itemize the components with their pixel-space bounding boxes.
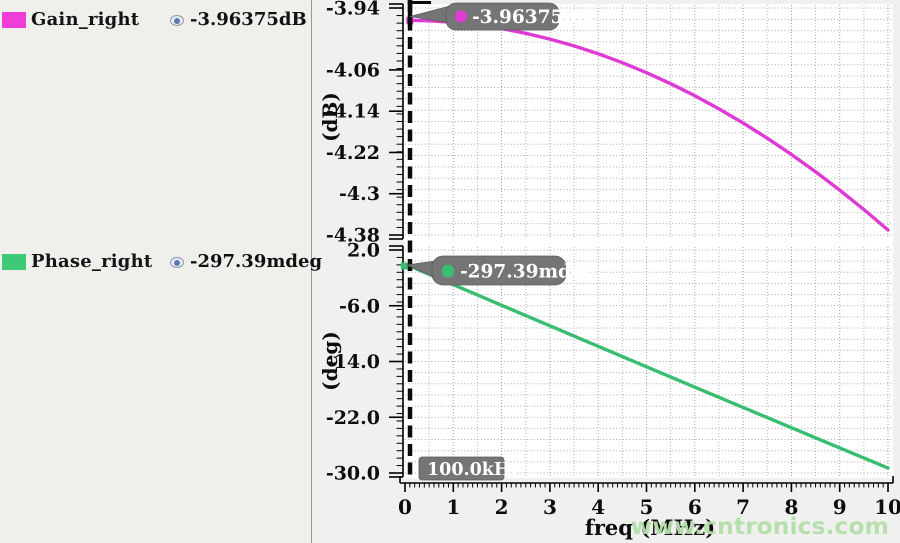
curve-phase_right[interactable] — [408, 264, 890, 470]
freq-label-value: 100.0kHz — [427, 460, 520, 480]
tooltip-body — [445, 2, 560, 31]
y-tick-label: -4.06 — [326, 59, 380, 81]
x-tick-label: 8 — [784, 495, 798, 519]
watermark-text: www.cntronics.com — [631, 512, 889, 540]
phase-right-signal-name: Phase_right — [31, 251, 153, 272]
x-tick-label: 5 — [640, 495, 654, 519]
phase-marker-tooltip[interactable]: -297.39mdeg — [405, 255, 596, 286]
phase-right-color-swatch — [2, 254, 26, 270]
visibility-eye-icon[interactable] — [170, 15, 184, 26]
tooltip-body — [431, 255, 567, 286]
y-tick-label: -6.0 — [339, 295, 380, 317]
phase-tooltip-dot — [441, 264, 455, 278]
gain-marker-tooltip[interactable]: -3.96375dB — [409, 2, 592, 31]
y-axis-unit-db: (dB) — [318, 92, 342, 142]
gain-right-marker-value: -3.96375dB — [190, 9, 307, 30]
x-tick-label: 6 — [688, 495, 702, 519]
y-tick-label: 2.0 — [347, 240, 380, 262]
x-tick-label: 9 — [833, 495, 847, 519]
gain-tooltip-value: -3.96375dB — [472, 7, 592, 28]
axes-layer: -3.94 -4.06 -4.14 -4.22 -4.3 -4.382.0 -6.0 -14.… — [326, 0, 900, 519]
visibility-eye-icon[interactable] — [170, 257, 184, 268]
marker-frequency-label[interactable]: 100.0kHz — [418, 456, 520, 481]
y-tick-label: -22.0 — [326, 407, 380, 429]
freq-label-body — [418, 456, 505, 481]
legend-item-phase-right[interactable]: Phase_right -297.39mdeg — [0, 251, 322, 275]
y-tick-label: -4.14 — [326, 101, 380, 123]
legend-item-gain-right[interactable]: Gain_right -3.96375dB — [0, 9, 311, 33]
y-tick-label: -14.0 — [326, 351, 380, 373]
signal-legend-panel: Gain_right -3.96375dB Phase_right -297.3… — [0, 0, 322, 543]
plot-background[interactable] — [404, 4, 893, 478]
x-axis-title: freq (MHz) — [585, 515, 715, 540]
y-tick-label: -3.94 — [326, 0, 380, 20]
x-tick-label: 2 — [495, 495, 509, 519]
x-tick-label: 3 — [543, 495, 557, 519]
y-tick-label: -4.22 — [326, 142, 380, 164]
x-tick-label: 7 — [736, 495, 750, 519]
y-axis-unit-deg: (deg) — [318, 331, 342, 391]
gain-right-signal-name: Gain_right — [31, 9, 140, 30]
gain-right-color-swatch — [2, 12, 26, 28]
gain-tooltip-dot — [455, 10, 467, 23]
x-tick-label: 0 — [398, 495, 412, 519]
y-tick-label: -30.0 — [326, 463, 380, 485]
x-tick-label: 4 — [591, 495, 605, 519]
phase-tooltip-value: -297.39mdeg — [460, 262, 596, 283]
y-tick-label: -4.38 — [326, 225, 380, 247]
marker-point-phase_right[interactable] — [400, 262, 408, 270]
x-tick-label: 1 — [446, 495, 460, 519]
x-tick-label: 10 — [874, 495, 900, 519]
phase-right-marker-value: -297.39mdeg — [190, 251, 323, 272]
y-tick-label: -4.3 — [339, 183, 380, 205]
